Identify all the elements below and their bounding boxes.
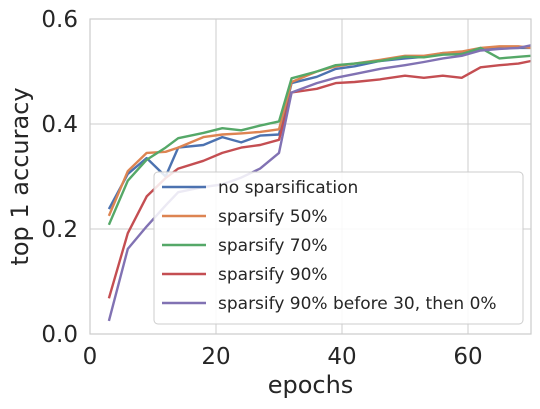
legend-label: sparsify 90% (218, 265, 328, 285)
legend-label: sparsify 50% (218, 207, 328, 227)
y-axis-label: top 1 accuracy (6, 87, 34, 265)
y-tick-label: 0.4 (41, 112, 78, 138)
x-tick-label: 0 (83, 344, 98, 370)
legend: no sparsification sparsify 50% sparsify 70… (153, 171, 524, 325)
x-axis-label: epochs (268, 371, 354, 399)
x-tick-label: 20 (201, 344, 230, 370)
y-tick-label: 0.6 (41, 7, 78, 33)
y-tick-label: 0.0 (41, 322, 78, 348)
x-tick-label: 60 (453, 344, 482, 370)
legend-label: sparsify 70% (218, 236, 328, 256)
legend-box (153, 171, 524, 325)
y-tick-label: 0.2 (41, 217, 78, 243)
series-line-3 (107, 46, 532, 226)
x-tick-label: 40 (327, 344, 356, 370)
legend-label: no sparsification (218, 178, 358, 198)
legend-label: sparsify 90% before 30, then 0% (218, 294, 497, 314)
plot-frame (89, 18, 532, 335)
tick-labels: 0 20 40 60 0.0 0.2 0.4 0.6 (41, 7, 482, 370)
axes-frame (89, 18, 532, 335)
